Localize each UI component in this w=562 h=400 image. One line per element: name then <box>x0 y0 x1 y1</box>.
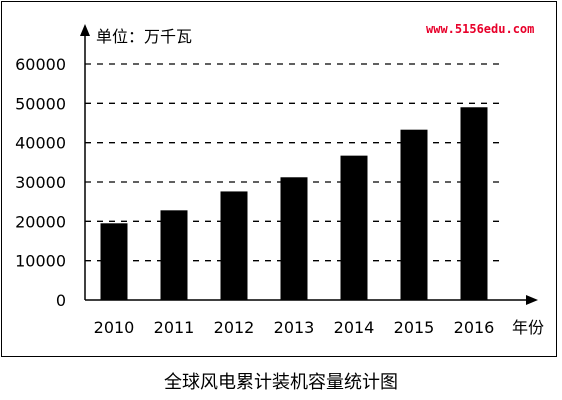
bar-2015 <box>400 129 428 300</box>
bar-2010 <box>100 223 128 300</box>
x-axis-label: 年份 <box>512 318 544 337</box>
y-tick-label: 60000 <box>15 55 66 74</box>
x-axis-arrow-icon <box>526 295 538 305</box>
x-tick-label: 2015 <box>394 318 435 337</box>
x-tick-label: 2012 <box>214 318 255 337</box>
x-tick-label: 2010 <box>94 318 135 337</box>
x-tick-label: 2014 <box>334 318 375 337</box>
y-tick-label: 30000 <box>15 173 66 192</box>
y-tick-label: 20000 <box>15 212 66 231</box>
y-axis-arrow-icon <box>80 24 90 36</box>
y-tick-label: 0 <box>56 291 66 310</box>
y-tick-label: 10000 <box>15 252 66 271</box>
bar-2014 <box>340 155 368 300</box>
bars <box>100 107 488 301</box>
bar-2013 <box>280 177 308 300</box>
chart-title: 全球风电累计装机容量统计图 <box>164 372 398 393</box>
y-tick-labels: 0 10000 20000 30000 40000 50000 60000 <box>15 55 66 310</box>
chart-frame <box>1 1 557 357</box>
x-tick-label: 2016 <box>454 318 495 337</box>
y-tick-label: 50000 <box>15 94 66 113</box>
bar-2011 <box>160 210 188 300</box>
x-tick-label: 2013 <box>274 318 315 337</box>
x-tick-labels: 2010 2011 2012 2013 2014 2015 2016 <box>94 318 495 337</box>
watermark: www.5156edu.com <box>426 22 534 36</box>
bar-2016 <box>460 107 488 301</box>
y-axis-unit-label: 单位：万千瓦 <box>96 27 192 46</box>
bar-2012 <box>220 191 248 300</box>
y-tick-label: 40000 <box>15 134 66 153</box>
x-tick-label: 2011 <box>154 318 195 337</box>
